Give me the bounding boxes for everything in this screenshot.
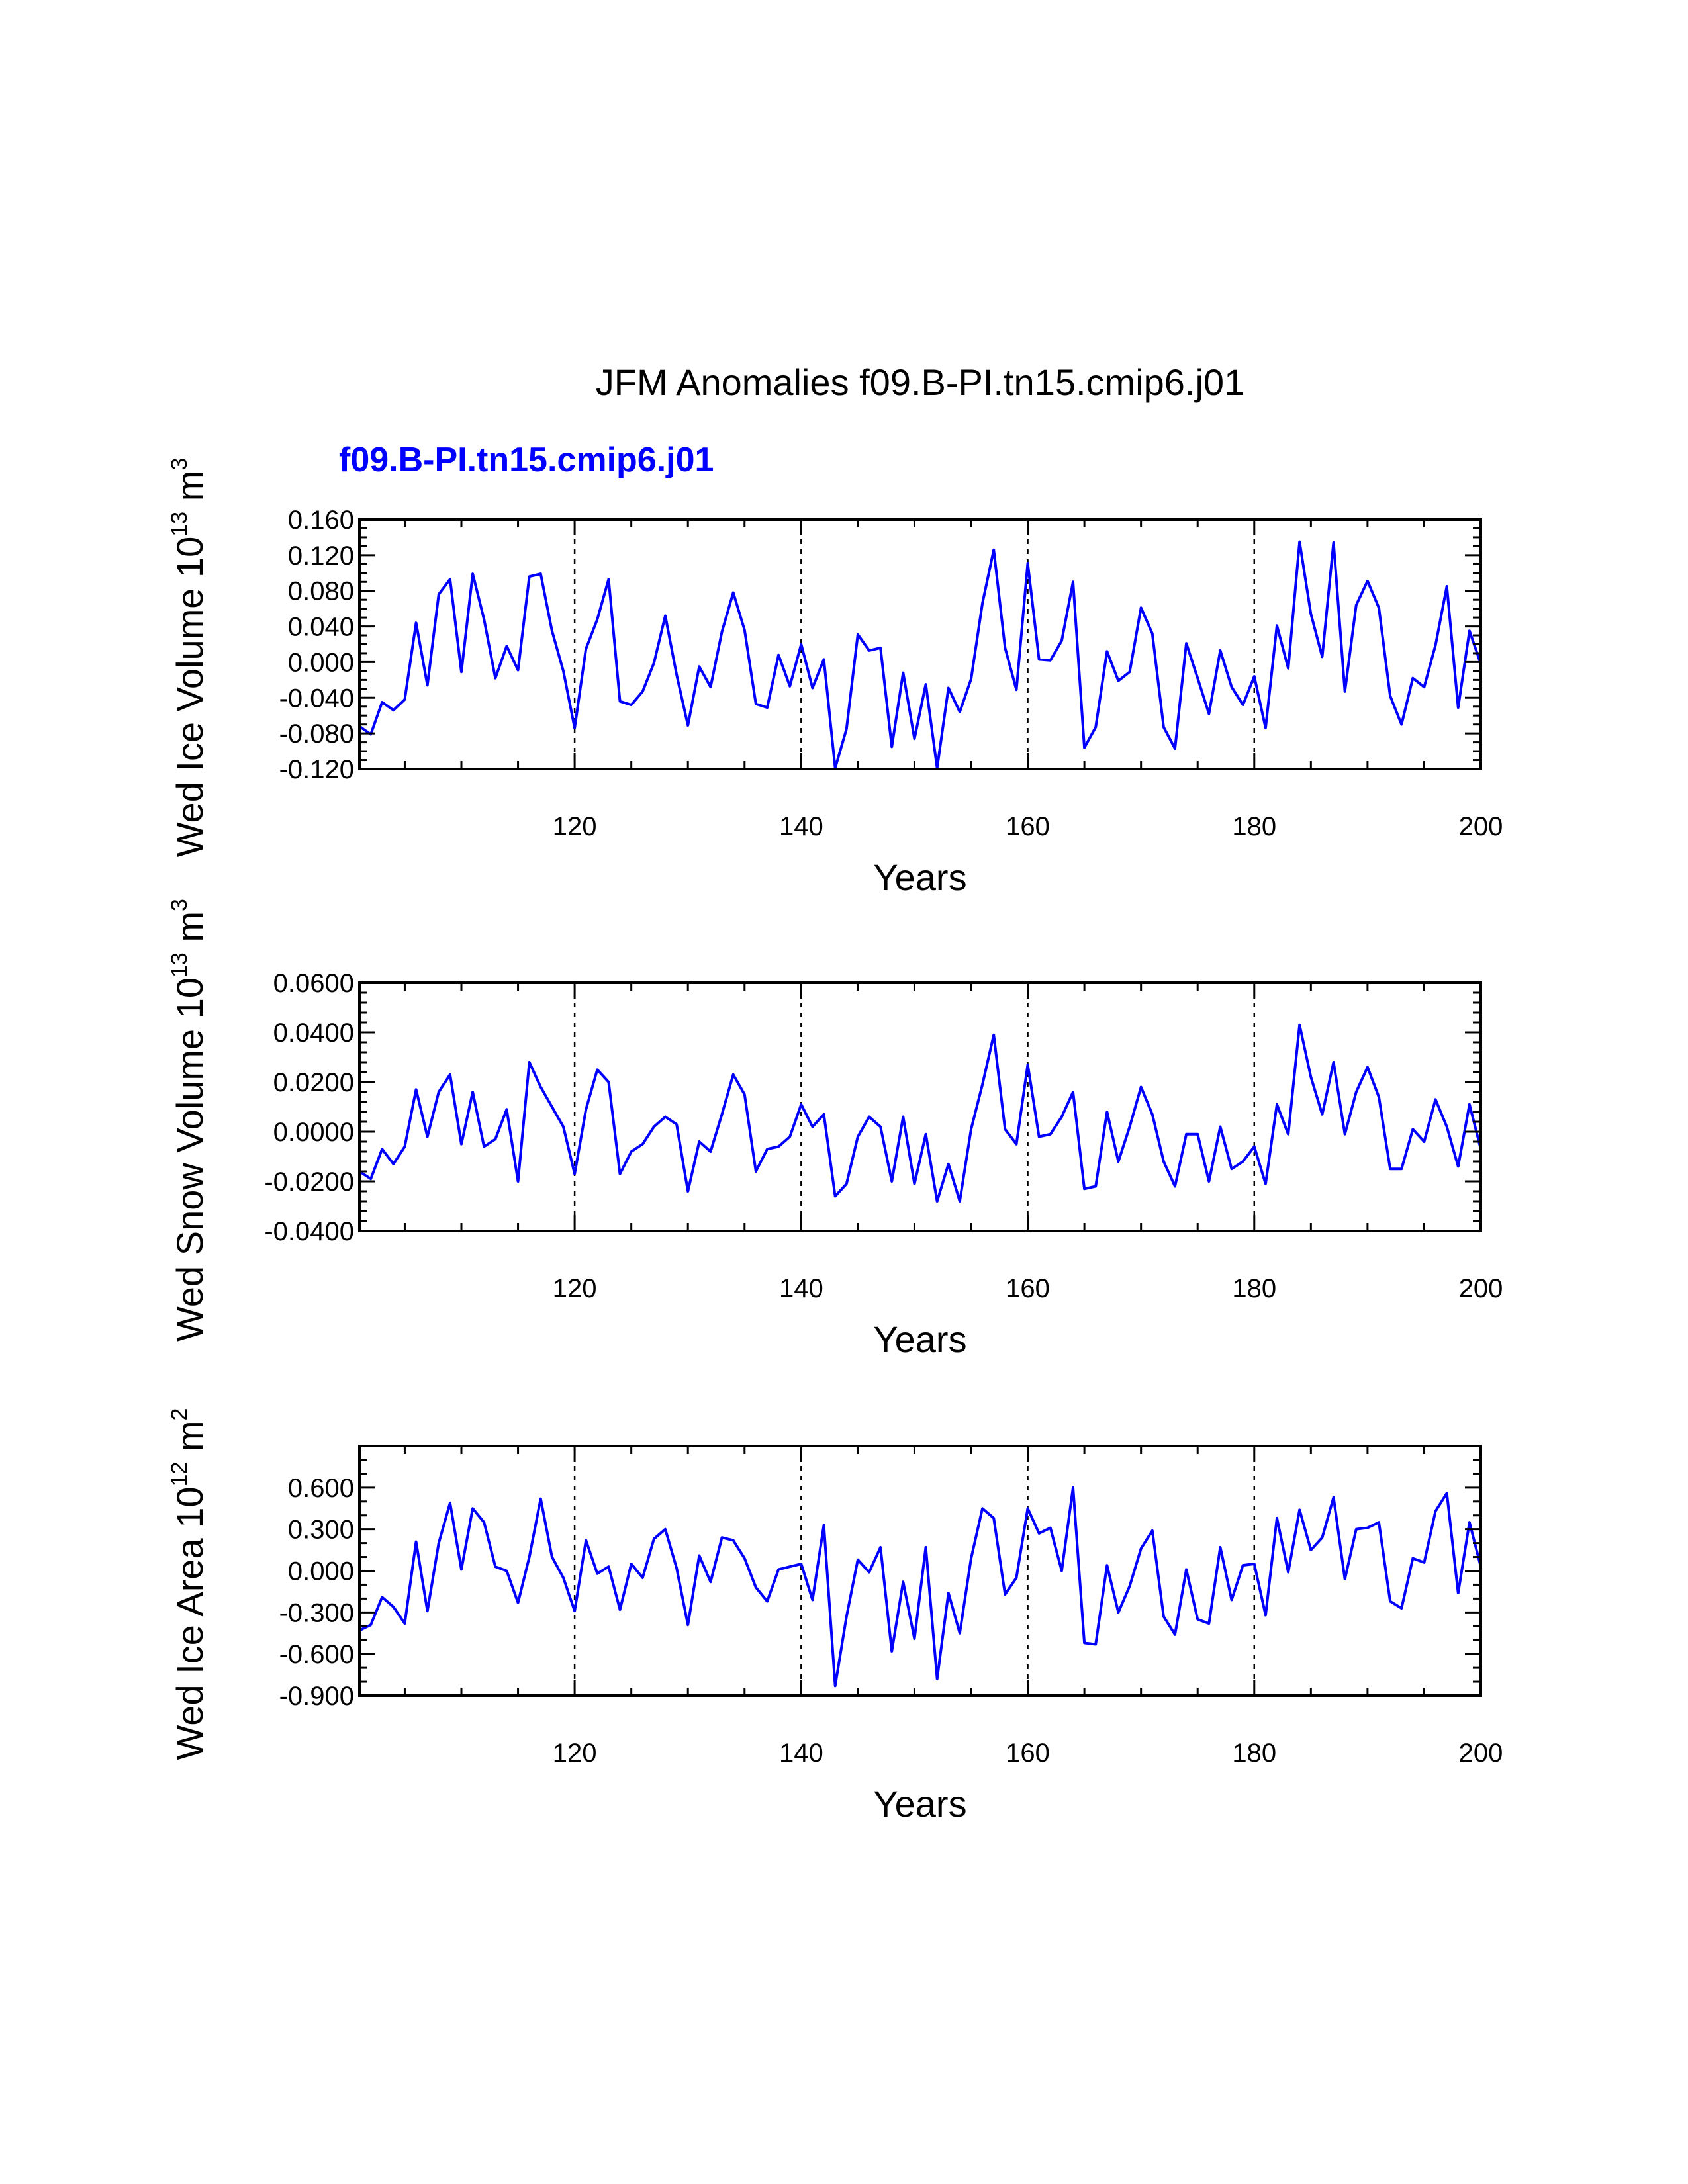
y-tick-label: 0.300 bbox=[288, 1516, 354, 1545]
x-tick-label: 180 bbox=[1232, 1274, 1276, 1303]
y-tick-label: 0.0600 bbox=[273, 969, 354, 998]
series-line bbox=[358, 540, 1482, 770]
x-axis-label: Years bbox=[873, 1318, 966, 1360]
panels: 120 140 160 180 200 Years -0.120 -0.080 -0.040 0.… bbox=[167, 458, 1503, 1825]
plot-frame bbox=[358, 1445, 1482, 1697]
panel-2: 120 140 160 180 200 Years -0.0400 -0.0200 0.0000… bbox=[167, 899, 1503, 1360]
y-axis-label: Wed Ice Area 1012 m2 bbox=[167, 1408, 211, 1760]
x-tick-label: 180 bbox=[1232, 1739, 1276, 1768]
x-tick-label: 200 bbox=[1459, 1739, 1503, 1768]
plot-frame bbox=[358, 518, 1482, 770]
x-tick-label: 140 bbox=[779, 1739, 823, 1768]
y-tick-label: 0.0200 bbox=[273, 1068, 354, 1097]
x-tick-label: 140 bbox=[779, 812, 823, 841]
x-tick-label: 160 bbox=[1006, 812, 1050, 841]
figure-title: JFM Anomalies f09.B-PI.tn15.cmip6.j01 bbox=[596, 361, 1244, 403]
y-tick-label: -0.040 bbox=[279, 684, 354, 713]
y-tick-label: 0.120 bbox=[288, 541, 354, 570]
y-tick-label: -0.0200 bbox=[264, 1167, 354, 1197]
x-tick-label: 200 bbox=[1459, 812, 1503, 841]
panel-1: 120 140 160 180 200 Years -0.120 -0.080 -0.040 0.… bbox=[167, 458, 1503, 898]
x-tick-label: 160 bbox=[1006, 1739, 1050, 1768]
y-tick-label: -0.900 bbox=[279, 1682, 354, 1711]
series-line bbox=[359, 1486, 1482, 1688]
series-subtitle: f09.B-PI.tn15.cmip6.j01 bbox=[339, 441, 714, 479]
y-tick-label: 0.160 bbox=[288, 506, 354, 535]
y-axis-label: Wed Ice Volume 1013 m3 bbox=[167, 458, 211, 858]
y-tick-label: 0.000 bbox=[288, 648, 354, 677]
x-tick-label: 180 bbox=[1232, 812, 1276, 841]
y-tick-label: -0.120 bbox=[279, 755, 354, 784]
y-tick-label: -0.300 bbox=[279, 1598, 354, 1627]
y-tick-label: -0.0400 bbox=[264, 1217, 354, 1246]
x-axis-label: Years bbox=[873, 856, 966, 898]
y-tick-label: 0.040 bbox=[288, 613, 354, 642]
y-tick-label: -0.080 bbox=[279, 719, 354, 749]
x-tick-label: 160 bbox=[1006, 1274, 1050, 1303]
x-tick-label: 200 bbox=[1459, 1274, 1503, 1303]
x-axis-label: Years bbox=[873, 1783, 966, 1825]
y-tick-label: 0.0000 bbox=[273, 1118, 354, 1147]
x-tick-label: 140 bbox=[779, 1274, 823, 1303]
series-line bbox=[358, 1023, 1482, 1203]
x-tick-label: 120 bbox=[553, 1274, 597, 1303]
y-axis-label: Wed Snow Volume 1013 m3 bbox=[167, 899, 211, 1342]
y-tick-label: 0.0400 bbox=[273, 1019, 354, 1048]
x-tick-label: 120 bbox=[553, 1739, 597, 1768]
y-tick-label: 0.000 bbox=[288, 1557, 354, 1586]
plot-frame bbox=[358, 981, 1482, 1232]
y-tick-label: 0.600 bbox=[288, 1474, 354, 1503]
panel-3: 120 140 160 180 200 Years -0.900 -0.600 -0.300 0.… bbox=[167, 1408, 1503, 1825]
y-tick-label: 0.080 bbox=[288, 577, 354, 606]
y-tick-label: -0.600 bbox=[279, 1640, 354, 1669]
x-tick-label: 120 bbox=[553, 812, 597, 841]
